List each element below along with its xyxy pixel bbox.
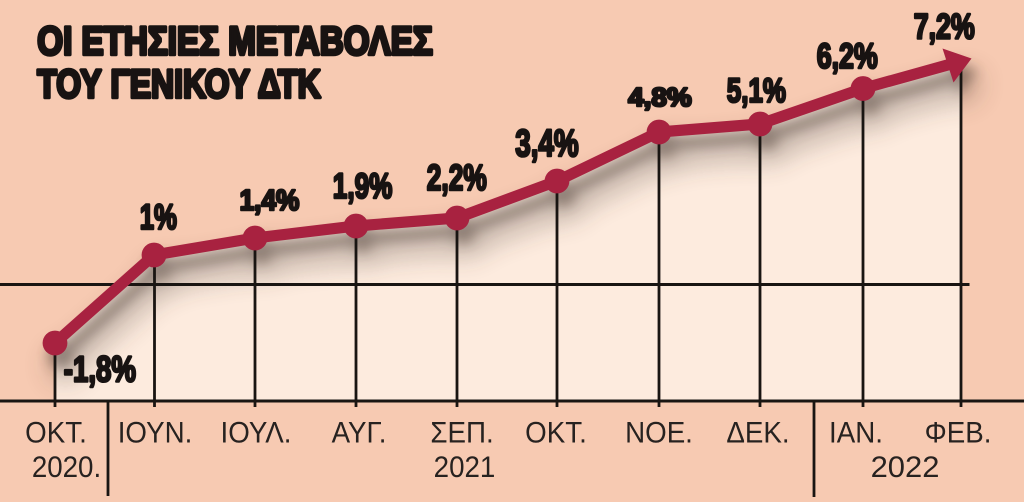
svg-text:1,9%: 1,9% — [333, 166, 393, 206]
svg-text:2022: 2022 — [871, 452, 940, 484]
svg-text:3,4%: 3,4% — [515, 123, 578, 165]
svg-text:ΟΚΤ.: ΟΚΤ. — [25, 417, 87, 450]
svg-text:ΙΟΥΛ.: ΙΟΥΛ. — [221, 417, 292, 450]
svg-text:2021: 2021 — [434, 451, 496, 484]
svg-text:ΤΟΥ ΓΕΝΙΚΟΥ ΔΤΚ: ΤΟΥ ΓΕΝΙΚΟΥ ΔΤΚ — [37, 61, 320, 106]
svg-text:ΝΟΕ.: ΝΟΕ. — [625, 417, 693, 450]
svg-text:2020.: 2020. — [32, 451, 101, 484]
svg-text:ΣΕΠ.: ΣΕΠ. — [430, 417, 493, 450]
svg-text:-1,8%: -1,8% — [64, 349, 136, 389]
svg-text:2,2%: 2,2% — [427, 157, 487, 198]
svg-text:ΟΚΤ.: ΟΚΤ. — [525, 417, 587, 450]
svg-text:6,2%: 6,2% — [817, 36, 878, 75]
svg-text:ΟΙ ΕΤΗΣΙΕΣ ΜΕΤΑΒΟΛΕΣ: ΟΙ ΕΤΗΣΙΕΣ ΜΕΤΑΒΟΛΕΣ — [37, 19, 432, 63]
svg-text:5,1%: 5,1% — [727, 71, 786, 109]
svg-text:ΙΟΥΝ.: ΙΟΥΝ. — [118, 417, 193, 450]
svg-text:7,2%: 7,2% — [914, 7, 975, 46]
svg-text:4,8%: 4,8% — [628, 83, 691, 112]
svg-text:1,4%: 1,4% — [240, 184, 300, 216]
svg-text:ΑΥΓ.: ΑΥΓ. — [332, 417, 387, 450]
svg-text:ΔΕΚ.: ΔΕΚ. — [726, 417, 789, 450]
svg-text:ΦΕΒ.: ΦΕΒ. — [925, 417, 992, 450]
svg-text:1%: 1% — [140, 197, 177, 237]
svg-text:ΙΑΝ.: ΙΑΝ. — [829, 417, 883, 450]
